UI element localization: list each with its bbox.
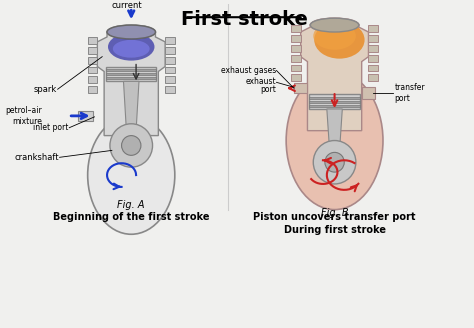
Ellipse shape: [113, 40, 150, 58]
Polygon shape: [362, 87, 375, 99]
Polygon shape: [327, 109, 342, 153]
Polygon shape: [368, 45, 378, 52]
Polygon shape: [368, 65, 378, 72]
Polygon shape: [291, 65, 301, 72]
Polygon shape: [291, 45, 301, 52]
Text: Piston uncovers transfer port
During first stroke: Piston uncovers transfer port During fir…: [253, 212, 416, 235]
Polygon shape: [368, 35, 378, 42]
Ellipse shape: [107, 25, 155, 39]
Polygon shape: [291, 25, 301, 32]
Polygon shape: [310, 105, 360, 107]
Text: current: current: [111, 1, 142, 10]
Polygon shape: [310, 101, 360, 103]
Ellipse shape: [107, 25, 155, 39]
Polygon shape: [291, 74, 301, 81]
Polygon shape: [368, 74, 378, 81]
Text: petrol–air
mixture: petrol–air mixture: [5, 106, 42, 126]
Circle shape: [325, 153, 344, 172]
Polygon shape: [165, 67, 175, 73]
Ellipse shape: [108, 33, 155, 61]
Ellipse shape: [286, 72, 383, 210]
Text: inlet port: inlet port: [33, 123, 68, 132]
Polygon shape: [106, 77, 156, 79]
Polygon shape: [165, 86, 175, 93]
Polygon shape: [368, 25, 378, 32]
Polygon shape: [97, 32, 165, 135]
Ellipse shape: [314, 21, 365, 59]
Polygon shape: [310, 97, 360, 99]
Polygon shape: [301, 24, 368, 131]
Ellipse shape: [88, 116, 175, 234]
Text: transfer
port: transfer port: [394, 83, 425, 103]
Polygon shape: [294, 83, 308, 93]
Ellipse shape: [313, 22, 356, 50]
Ellipse shape: [310, 18, 359, 32]
Polygon shape: [106, 70, 156, 72]
Circle shape: [110, 124, 153, 167]
Polygon shape: [291, 35, 301, 42]
Ellipse shape: [310, 18, 359, 32]
Circle shape: [313, 140, 356, 184]
Polygon shape: [106, 73, 156, 75]
Polygon shape: [106, 67, 156, 81]
Text: exhaust: exhaust: [246, 77, 276, 86]
Polygon shape: [310, 94, 360, 109]
Polygon shape: [88, 37, 97, 44]
Text: Fig. B: Fig. B: [321, 208, 348, 218]
Polygon shape: [88, 67, 97, 73]
Polygon shape: [291, 55, 301, 62]
Text: spark: spark: [34, 85, 57, 94]
Text: crankshaft: crankshaft: [14, 153, 59, 162]
Text: Beginning of the first stroke: Beginning of the first stroke: [53, 212, 210, 222]
Polygon shape: [88, 57, 97, 64]
Polygon shape: [124, 81, 139, 131]
Text: First stroke: First stroke: [181, 10, 308, 29]
Polygon shape: [78, 111, 92, 121]
Polygon shape: [88, 47, 97, 54]
Polygon shape: [165, 76, 175, 83]
Text: port: port: [261, 85, 276, 94]
Polygon shape: [165, 47, 175, 54]
Polygon shape: [165, 37, 175, 44]
Polygon shape: [88, 76, 97, 83]
Polygon shape: [368, 55, 378, 62]
Polygon shape: [165, 57, 175, 64]
Circle shape: [121, 135, 141, 155]
Text: exhaust gases: exhaust gases: [221, 66, 276, 75]
Text: Fig. A: Fig. A: [118, 200, 145, 210]
Polygon shape: [88, 86, 97, 93]
